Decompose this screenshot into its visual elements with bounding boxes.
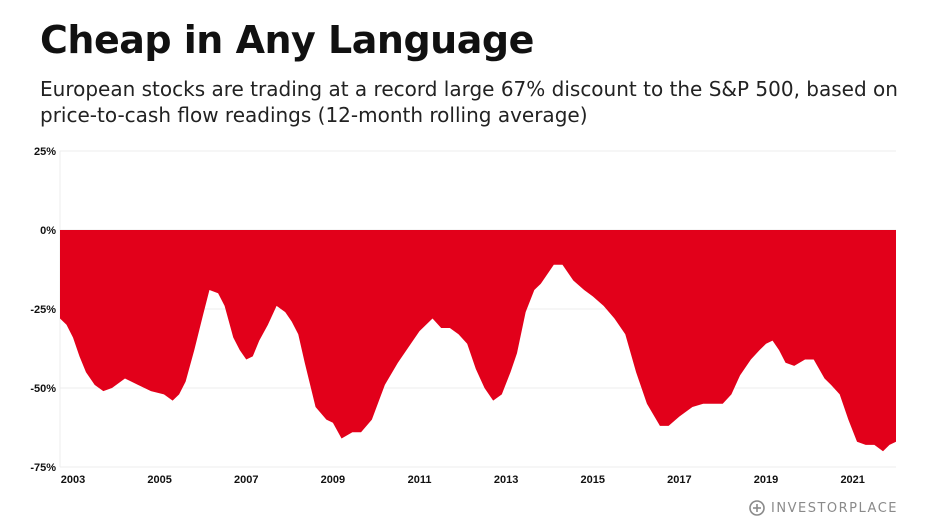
x-tick-label: 2003 <box>61 474 85 486</box>
y-tick-label: -25% <box>30 304 56 316</box>
discount-area <box>60 230 896 452</box>
y-tick-label: 25% <box>34 146 56 158</box>
brand-name: INVESTORPLACE <box>771 500 898 516</box>
x-tick-label: 2009 <box>321 474 345 486</box>
x-tick-label: 2013 <box>494 474 518 486</box>
x-tick-label: 2007 <box>234 474 258 486</box>
x-tick-label: 2019 <box>754 474 778 486</box>
x-tick-label: 2015 <box>581 474 605 486</box>
chart-subtitle: European stocks are trading at a record … <box>40 77 898 127</box>
x-tick-label: 2017 <box>667 474 691 486</box>
x-tick-label: 2011 <box>408 474 432 486</box>
y-tick-label: -50% <box>30 383 56 395</box>
x-axis-ticks: 2003 2005 2007 2009 2011 2013 2015 2017 2019 2021 <box>61 474 865 486</box>
x-tick-label: 2021 <box>840 474 864 486</box>
investorplace-logo-icon <box>749 500 765 516</box>
x-tick-label: 2005 <box>147 474 171 486</box>
brand-logo: INVESTORPLACE <box>749 500 898 516</box>
y-tick-label: 0% <box>40 225 56 237</box>
y-axis-ticks: 25% 0% -25% -50% -75% <box>30 146 56 474</box>
chart-title: Cheap in Any Language <box>40 18 534 62</box>
y-tick-label: -75% <box>30 462 56 474</box>
